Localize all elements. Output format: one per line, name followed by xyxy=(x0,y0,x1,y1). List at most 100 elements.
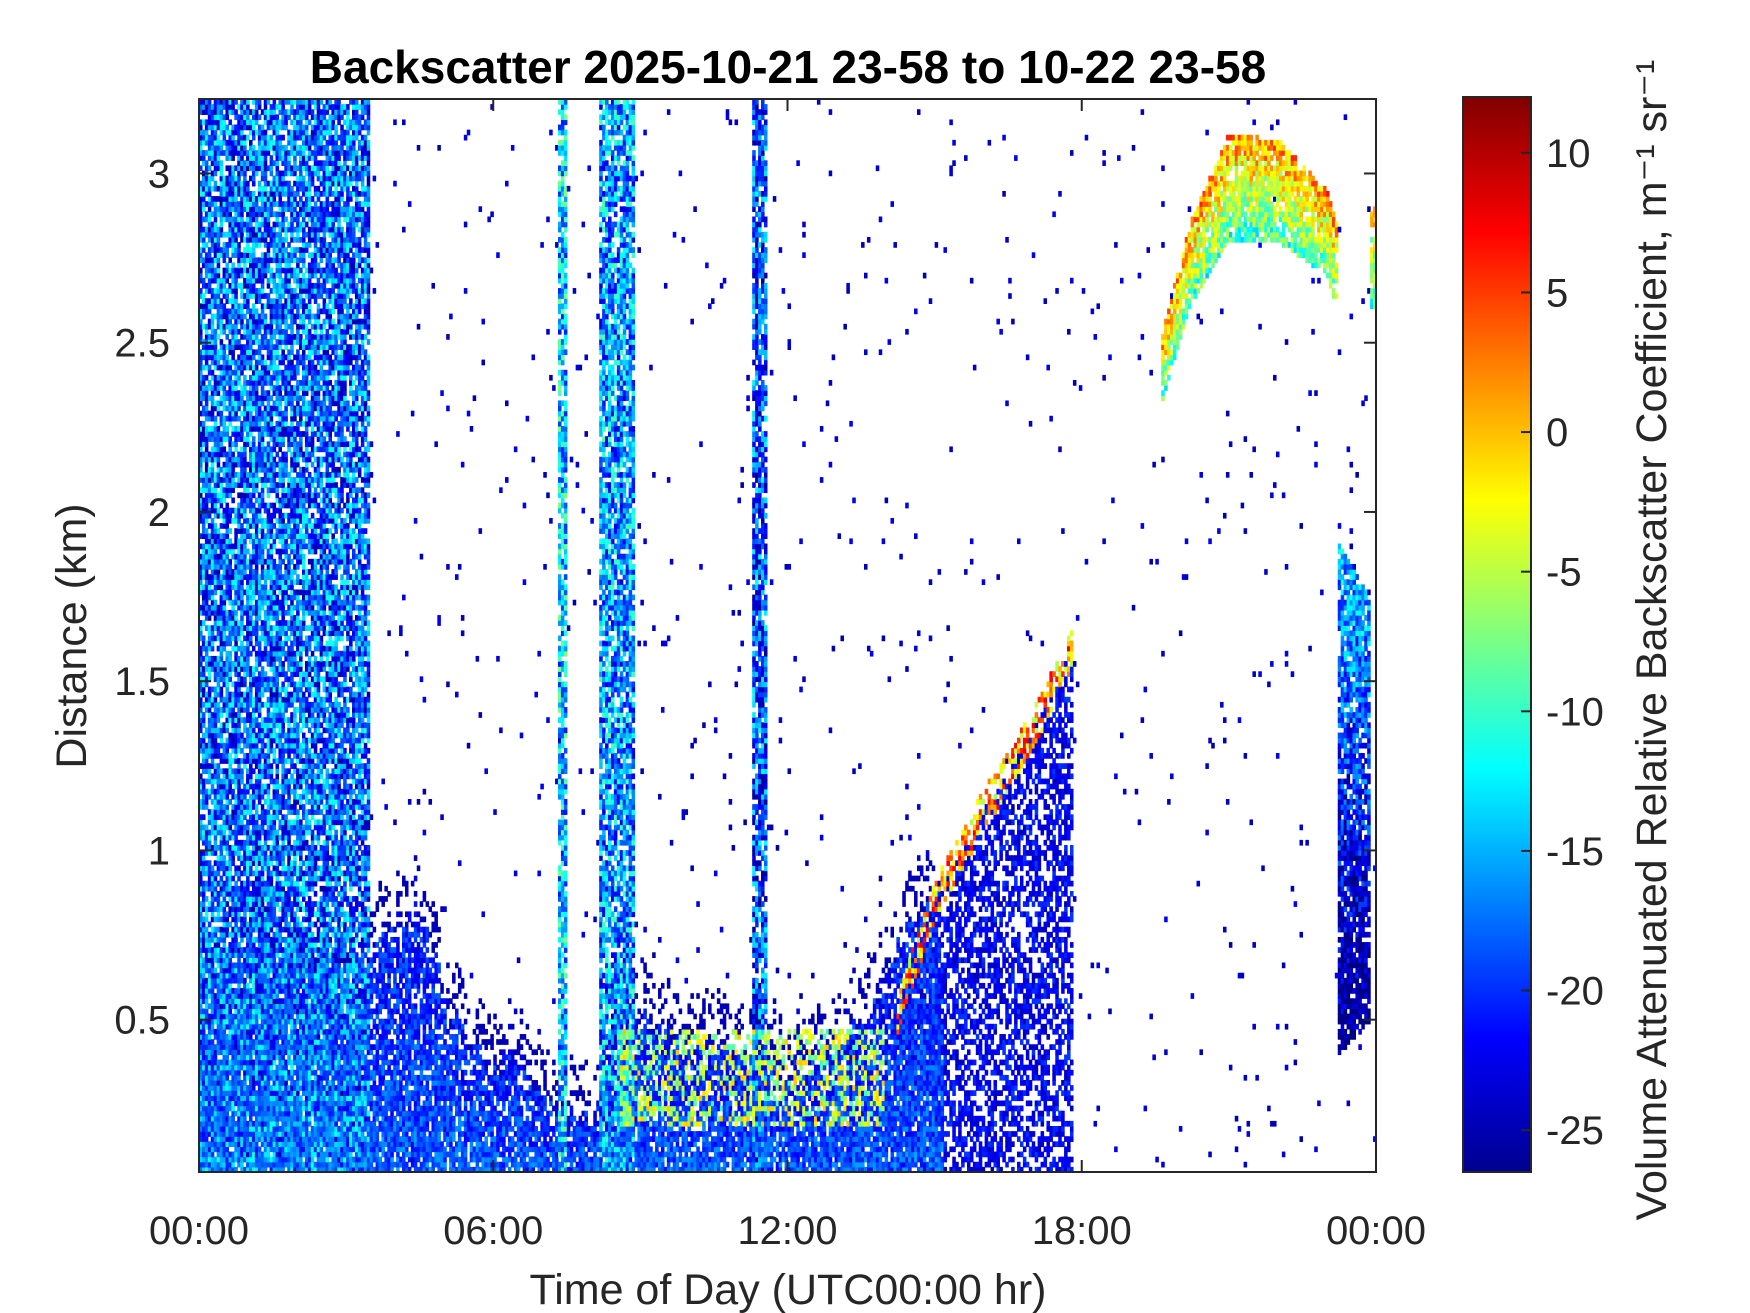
heatmap-cell xyxy=(234,641,238,647)
heatmap-cell xyxy=(273,748,277,754)
heatmap-cell xyxy=(231,452,235,458)
heatmap-cell xyxy=(258,1146,262,1152)
heatmap-cell xyxy=(276,830,280,836)
heatmap-cell xyxy=(228,446,232,452)
heatmap-cell xyxy=(208,922,212,928)
heatmap-cell xyxy=(267,865,271,871)
heatmap-cell xyxy=(202,421,206,427)
heatmap-cell xyxy=(211,176,215,182)
heatmap-cell xyxy=(258,508,262,514)
heatmap-cell xyxy=(240,773,244,779)
heatmap-cell xyxy=(249,773,253,779)
heatmap-cell xyxy=(252,712,256,718)
heatmap-cell xyxy=(255,819,259,825)
heatmap-cell xyxy=(228,421,232,427)
heatmap-cell xyxy=(205,917,209,923)
heatmap-cell xyxy=(258,610,262,616)
heatmap-cell xyxy=(228,763,232,769)
heatmap-cell xyxy=(240,155,244,161)
heatmap-cell xyxy=(243,467,247,473)
heatmap-cell xyxy=(281,855,285,861)
heatmap-cell xyxy=(255,487,259,493)
heatmap-cell xyxy=(225,1075,229,1081)
heatmap-cell xyxy=(217,508,221,514)
heatmap-cell xyxy=(252,799,256,805)
heatmap-cell xyxy=(273,753,277,759)
heatmap-cell xyxy=(249,809,253,815)
heatmap-cell xyxy=(261,492,265,498)
heatmap-cell xyxy=(258,349,262,355)
heatmap-cell xyxy=(220,145,224,151)
heatmap-cell xyxy=(217,911,221,917)
heatmap-cell xyxy=(214,523,218,529)
heatmap-cell xyxy=(228,641,232,647)
heatmap-cell xyxy=(243,176,247,182)
heatmap-cell xyxy=(228,492,232,498)
heatmap-cell xyxy=(231,707,235,713)
heatmap-cell xyxy=(278,232,282,238)
heatmap-cell xyxy=(270,763,274,769)
heatmap-cell xyxy=(264,160,268,166)
heatmap-cell xyxy=(246,135,250,141)
heatmap-cell xyxy=(270,554,274,560)
heatmap-cell xyxy=(211,901,215,907)
heatmap-cell xyxy=(261,528,265,534)
heatmap-cell xyxy=(220,222,224,228)
heatmap-cell xyxy=(225,293,229,299)
heatmap-cell xyxy=(243,794,247,800)
heatmap-cell xyxy=(225,1111,229,1117)
heatmap-cell xyxy=(276,595,280,601)
heatmap-cell xyxy=(234,293,238,299)
heatmap-cell xyxy=(217,257,221,263)
heatmap-cell xyxy=(240,733,244,739)
heatmap-cell xyxy=(231,354,235,360)
heatmap-cell xyxy=(225,840,229,846)
heatmap-cell xyxy=(205,799,209,805)
heatmap-cell xyxy=(267,973,271,979)
heatmap-cell xyxy=(214,590,218,596)
heatmap-cell xyxy=(261,487,265,493)
heatmap-cell xyxy=(246,181,250,187)
heatmap-cell xyxy=(258,799,262,805)
heatmap-cell xyxy=(225,125,229,131)
heatmap-cell xyxy=(205,528,209,534)
heatmap-cell xyxy=(258,840,262,846)
heatmap-cell xyxy=(270,860,274,866)
heatmap-cell xyxy=(214,738,218,744)
heatmap-cell xyxy=(217,293,221,299)
heatmap-cell xyxy=(234,237,238,243)
heatmap-cell xyxy=(273,1060,277,1066)
heatmap-cell xyxy=(231,789,235,795)
heatmap-cell xyxy=(276,487,280,493)
heatmap-cell xyxy=(255,564,259,570)
heatmap-cell xyxy=(237,406,241,412)
heatmap-cell xyxy=(255,217,259,223)
heatmap-cell xyxy=(240,232,244,238)
heatmap-cell xyxy=(202,922,206,928)
heatmap-cell xyxy=(228,799,232,805)
heatmap-cell xyxy=(208,615,212,621)
heatmap-cell xyxy=(228,257,232,263)
heatmap-cell xyxy=(237,247,241,253)
heatmap-cell xyxy=(270,927,274,933)
heatmap-cell xyxy=(202,620,206,626)
heatmap-cell xyxy=(214,549,218,555)
heatmap-cell xyxy=(208,1034,212,1040)
heatmap-cell xyxy=(249,641,253,647)
heatmap-cell xyxy=(261,876,265,882)
heatmap-cell xyxy=(255,743,259,749)
heatmap-cell xyxy=(214,487,218,493)
heatmap-cell xyxy=(214,600,218,606)
heatmap-cell xyxy=(234,288,238,294)
heatmap-cell xyxy=(223,1029,227,1035)
heatmap-cell xyxy=(264,155,268,161)
heatmap-cell xyxy=(270,549,274,555)
heatmap-cell xyxy=(205,518,209,524)
heatmap-cell xyxy=(217,462,221,468)
heatmap-cell xyxy=(228,513,232,519)
heatmap-cell xyxy=(237,518,241,524)
heatmap-cell xyxy=(211,641,215,647)
heatmap-cell xyxy=(208,671,212,677)
heatmap-cell xyxy=(217,748,221,754)
